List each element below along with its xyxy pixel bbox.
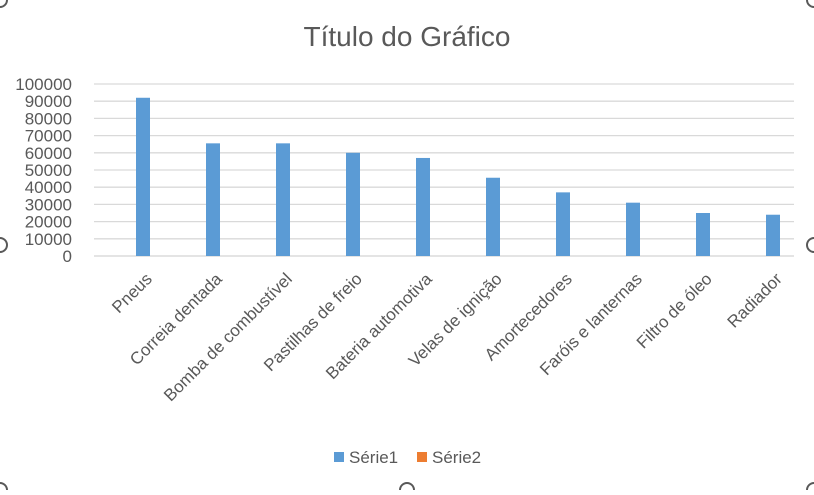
bar-Série1-4[interactable] xyxy=(416,157,430,256)
y-axis-ticks: 0100002000030000400005000060000700008000… xyxy=(15,75,72,266)
resize-handle-bottom-left[interactable] xyxy=(0,482,8,495)
legend[interactable]: Série1 Série2 xyxy=(334,448,481,467)
gridlines xyxy=(94,83,794,257)
bar-Série1-5[interactable] xyxy=(486,177,500,256)
y-tick-label: 70000 xyxy=(25,127,72,146)
bar-Série1-9[interactable] xyxy=(766,214,780,256)
resize-handle-bottom-center[interactable] xyxy=(399,482,415,495)
y-tick-label: 50000 xyxy=(25,161,72,180)
y-tick-label: 10000 xyxy=(25,230,72,249)
bar-Série1-2[interactable] xyxy=(276,143,290,256)
resize-handle-middle-left[interactable] xyxy=(0,237,8,253)
resize-handle-top-right[interactable] xyxy=(806,0,814,8)
x-tick-label: Filtro de óleo xyxy=(633,269,716,352)
bars xyxy=(136,97,780,256)
y-tick-label: 0 xyxy=(63,247,72,266)
resize-handle-top-left[interactable] xyxy=(0,0,8,8)
y-tick-label: 80000 xyxy=(25,109,72,128)
bar-Série1-1[interactable] xyxy=(206,143,220,256)
y-tick-label: 40000 xyxy=(25,178,72,197)
y-tick-label: 100000 xyxy=(15,75,72,94)
legend-label-Série1: Série1 xyxy=(349,448,398,467)
resize-handle-middle-right[interactable] xyxy=(806,237,814,253)
bar-Série1-8[interactable] xyxy=(696,213,710,256)
x-tick-label: Pneus xyxy=(108,269,156,317)
bar-Série1-7[interactable] xyxy=(626,202,640,256)
y-tick-label: 30000 xyxy=(25,195,72,214)
legend-label-Série2: Série2 xyxy=(432,448,481,467)
x-tick-label: Radiador xyxy=(724,269,786,331)
y-tick-label: 60000 xyxy=(25,144,72,163)
bar-Série1-0[interactable] xyxy=(136,97,150,256)
resize-handle-bottom-right[interactable] xyxy=(806,482,814,495)
x-tick-label: Bomba de combustível xyxy=(160,269,296,405)
y-tick-label: 90000 xyxy=(25,92,72,111)
legend-swatch-Série2 xyxy=(417,452,427,462)
y-tick-label: 20000 xyxy=(25,213,72,232)
legend-swatch-Série1 xyxy=(334,452,344,462)
bar-Série1-3[interactable] xyxy=(346,152,360,256)
bar-Série1-6[interactable] xyxy=(556,192,570,256)
chart-title[interactable]: Título do Gráfico xyxy=(304,21,511,52)
